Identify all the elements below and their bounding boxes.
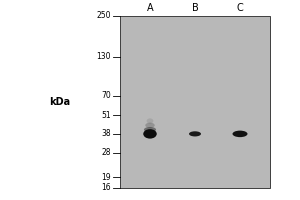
Text: 16: 16 (101, 184, 111, 192)
Text: 250: 250 (97, 11, 111, 21)
Text: 28: 28 (101, 148, 111, 157)
Text: 130: 130 (97, 52, 111, 61)
Bar (120, 16, 270, 188)
Ellipse shape (145, 123, 155, 128)
Text: B: B (192, 3, 198, 13)
Text: kDa: kDa (50, 97, 70, 107)
Text: 51: 51 (101, 111, 111, 120)
Ellipse shape (143, 129, 157, 139)
Ellipse shape (189, 131, 201, 136)
Ellipse shape (147, 118, 153, 124)
Text: 38: 38 (101, 129, 111, 138)
Text: A: A (147, 3, 153, 13)
Text: 19: 19 (101, 173, 111, 182)
Ellipse shape (232, 131, 247, 137)
Text: 70: 70 (101, 91, 111, 100)
Ellipse shape (144, 127, 156, 132)
Text: C: C (237, 3, 243, 13)
